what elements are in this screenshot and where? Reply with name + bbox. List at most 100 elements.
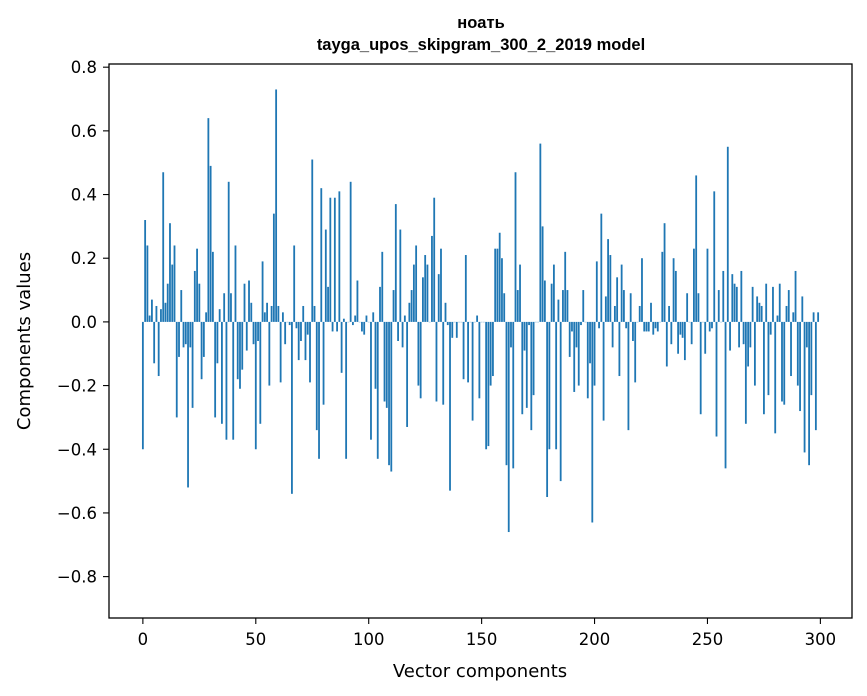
x-tick-label: 200 xyxy=(579,630,611,649)
bar xyxy=(674,270,677,322)
bar xyxy=(455,321,458,338)
bar xyxy=(277,305,280,322)
bar xyxy=(193,270,196,322)
bar xyxy=(412,264,415,322)
plot-frame xyxy=(108,63,853,619)
y-tick-label: 0.6 xyxy=(71,122,97,141)
bar xyxy=(607,239,609,322)
bar xyxy=(532,321,535,396)
bar xyxy=(175,321,178,418)
bar xyxy=(652,321,655,335)
bar xyxy=(613,305,616,322)
bar xyxy=(410,290,413,322)
bar xyxy=(422,277,424,322)
bar xyxy=(814,321,817,431)
bar xyxy=(722,270,725,322)
x-axis-ticks: 0 50 100 150 200 250 300 xyxy=(138,618,836,649)
bar xyxy=(426,264,429,322)
bar xyxy=(715,321,718,437)
x-axis-label: Vector components xyxy=(393,661,567,682)
bar xyxy=(629,293,632,322)
bar xyxy=(620,264,623,322)
bar xyxy=(686,293,689,322)
bar xyxy=(516,290,519,322)
bar xyxy=(602,321,605,421)
bar xyxy=(223,293,226,322)
bar xyxy=(783,321,786,405)
bar xyxy=(141,321,144,450)
bar xyxy=(315,321,318,431)
bar xyxy=(245,321,248,351)
bar xyxy=(763,321,765,415)
bar xyxy=(392,290,395,322)
bar xyxy=(663,223,666,322)
bar xyxy=(618,321,621,377)
bar xyxy=(790,321,792,377)
bar xyxy=(643,321,646,332)
bar xyxy=(562,290,564,322)
bar xyxy=(647,321,650,332)
bar xyxy=(354,315,357,322)
bar xyxy=(668,305,670,322)
bars-group xyxy=(141,89,820,533)
bar xyxy=(342,318,345,322)
bar xyxy=(336,321,338,332)
bar xyxy=(236,321,239,380)
bar xyxy=(803,321,806,453)
bar xyxy=(742,321,745,345)
bar xyxy=(634,321,637,383)
bar xyxy=(580,321,582,326)
bar xyxy=(711,321,713,329)
bar xyxy=(385,321,388,408)
bar xyxy=(397,321,399,341)
bar xyxy=(272,213,275,322)
bar xyxy=(810,321,813,396)
bar xyxy=(464,255,467,322)
bar xyxy=(383,321,386,402)
bar xyxy=(442,321,445,405)
bar xyxy=(744,321,747,424)
bar xyxy=(672,258,675,322)
bar xyxy=(169,223,171,322)
bar xyxy=(435,321,438,402)
bar xyxy=(333,197,336,322)
bar xyxy=(704,321,707,354)
bar xyxy=(196,248,198,322)
bar xyxy=(218,309,221,322)
bar xyxy=(670,321,673,345)
bar xyxy=(792,312,795,322)
bar xyxy=(216,321,219,364)
bar xyxy=(496,248,499,322)
bar xyxy=(379,286,381,322)
x-tick-label: 250 xyxy=(692,630,724,649)
bar xyxy=(268,321,271,386)
bar xyxy=(444,302,447,322)
bar xyxy=(785,305,788,322)
bar xyxy=(641,258,643,322)
bar xyxy=(205,312,208,322)
y-tick-label: 0.8 xyxy=(71,58,97,77)
bar xyxy=(390,321,393,472)
bar xyxy=(787,290,790,322)
bar xyxy=(699,321,702,415)
bar xyxy=(433,197,436,322)
bar xyxy=(239,321,241,389)
chart-title-line1: ноать xyxy=(457,14,504,32)
bar xyxy=(401,321,404,348)
bar xyxy=(600,213,603,322)
bar xyxy=(796,321,799,386)
bar xyxy=(740,270,743,322)
bar xyxy=(309,321,311,383)
bar xyxy=(476,315,479,322)
bar xyxy=(503,293,506,322)
bar xyxy=(270,305,273,322)
bar xyxy=(510,321,512,348)
bar xyxy=(173,245,176,322)
bar xyxy=(467,321,469,383)
bar xyxy=(593,321,596,386)
x-tick-label: 150 xyxy=(466,630,498,649)
bar xyxy=(415,245,418,322)
bar xyxy=(263,312,266,322)
bar xyxy=(571,321,573,332)
bar xyxy=(345,321,348,459)
